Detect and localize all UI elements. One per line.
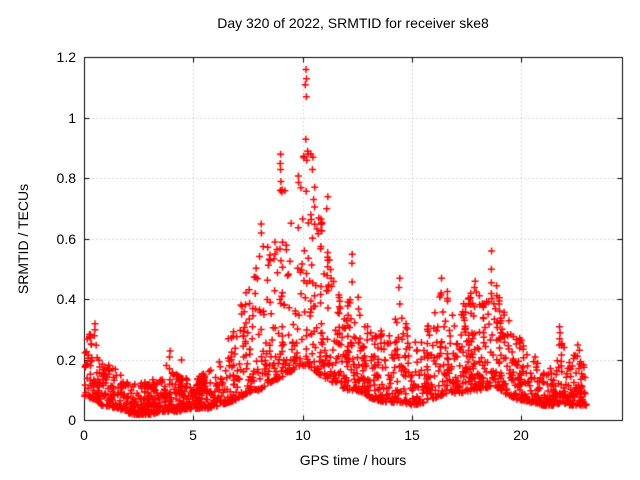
x-tick-label: 15 [404,427,420,443]
x-tick-label: 10 [295,427,311,443]
y-tick-label: 0 [68,412,76,428]
chart-title: Day 320 of 2022, SRMTID for receiver ske… [217,15,489,31]
y-tick-label: 0.2 [56,352,76,368]
y-tick-label: 0.6 [56,231,76,247]
x-tick-label: 5 [189,427,197,443]
x-tick-label: 20 [513,427,529,443]
y-tick-label: 1.2 [56,49,76,65]
y-tick-label: 0.4 [56,291,76,307]
x-tick-label: 0 [80,427,88,443]
x-axis-label: GPS time / hours [299,452,407,468]
y-tick-label: 0.8 [56,170,76,186]
y-tick-label: 1 [68,110,76,126]
